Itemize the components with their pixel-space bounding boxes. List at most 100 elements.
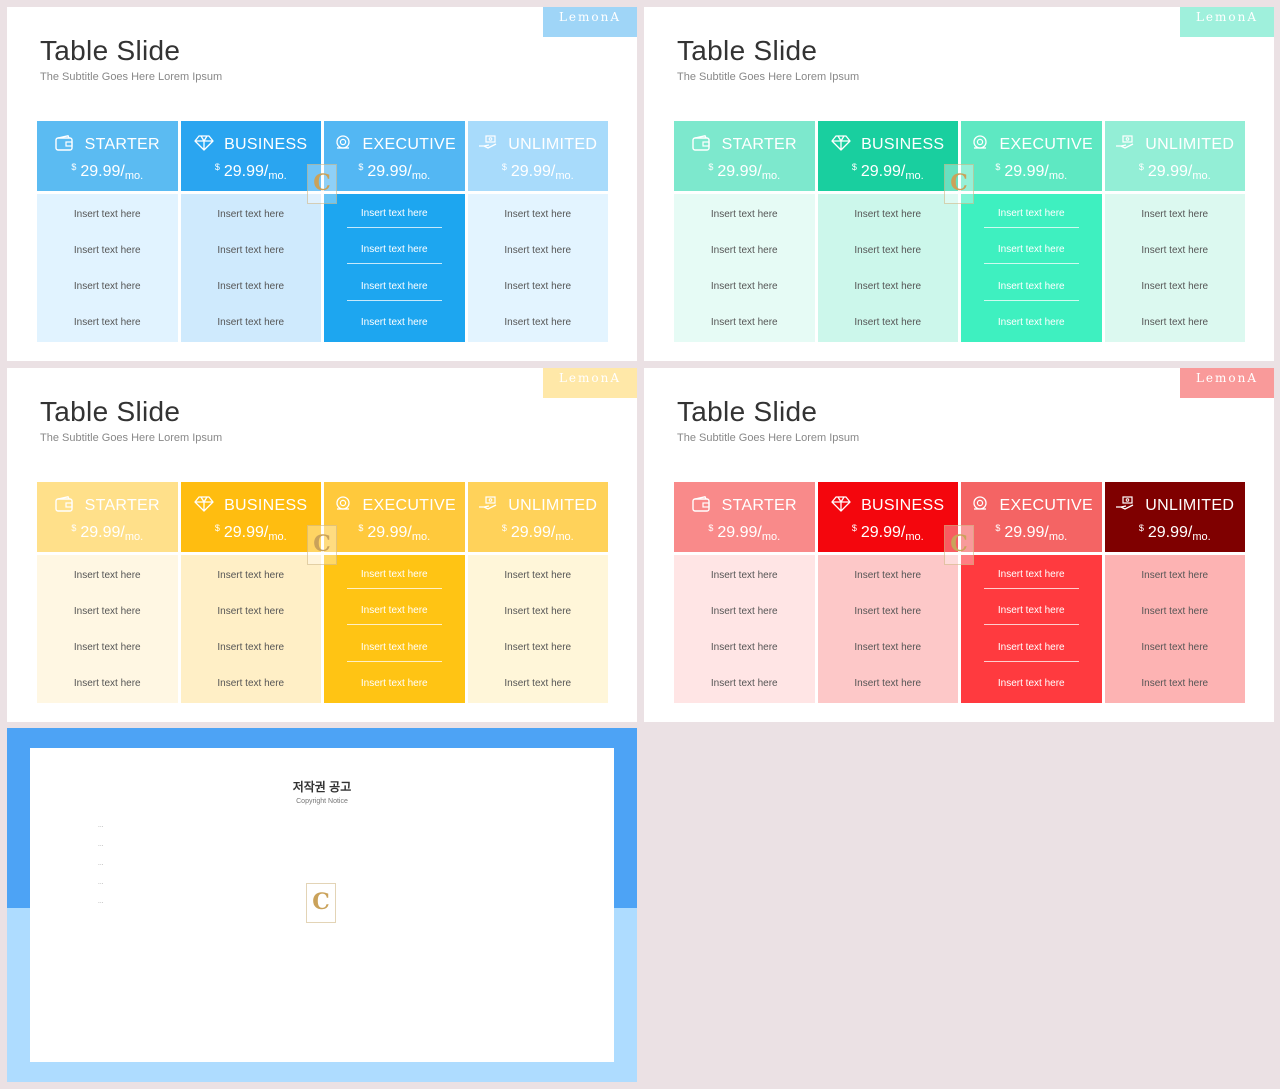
- plan-column-business: BUSINESS $29.99/mo. Insert text here Insert…: [180, 121, 322, 342]
- badge-icon: [333, 496, 363, 514]
- plan-body: Insert text here Insert text here Insert t…: [674, 555, 815, 703]
- price-value: 29.99/: [717, 524, 762, 541]
- plan-header: EXECUTIVE $29.99/mo.: [961, 482, 1102, 552]
- table-slide: LemonA Table Slide The Subtitle Goes Here …: [644, 368, 1274, 722]
- brand-tag: LemonA: [1180, 368, 1274, 398]
- pricing-table: STARTER $29.99/mo. Insert text here Insert …: [37, 121, 608, 342]
- copyright-paragraph: ...: [98, 841, 104, 848]
- plan-name: UNLIMITED: [508, 136, 598, 153]
- plan-name: EXECUTIVE: [362, 497, 456, 514]
- slide-subtitle: The Subtitle Goes Here Lorem Ipsum: [40, 71, 223, 83]
- plan-feature-row: Insert text here: [997, 677, 1065, 689]
- plan-body: Insert text here Insert text here Insert t…: [467, 194, 608, 342]
- plan-header: EXECUTIVE $29.99/mo.: [324, 482, 465, 552]
- copyright-paragraph: ...: [98, 898, 104, 905]
- plan-column-executive: EXECUTIVE $29.99/mo. Insert text here Inser…: [961, 121, 1102, 342]
- plan-price: $29.99/mo.: [181, 162, 322, 182]
- plan-name-row: UNLIMITED: [468, 496, 609, 515]
- plan-name-row: EXECUTIVE: [961, 135, 1102, 154]
- plan-feature-row: Insert text here: [504, 316, 572, 328]
- plan-feature-row: Insert text here: [1141, 641, 1209, 653]
- plan-column-unlimited: UNLIMITED $29.99/mo. Insert text here Inser…: [467, 482, 609, 703]
- price-period: mo.: [268, 531, 287, 543]
- plan-column-unlimited: UNLIMITED $29.99/mo. Insert text here Inser…: [1104, 121, 1245, 342]
- plan-name-row: EXECUTIVE: [324, 496, 465, 515]
- price-value: 29.99/: [1004, 524, 1049, 541]
- slide-title: Table Slide: [677, 35, 818, 66]
- plan-feature-row: Insert text here: [217, 677, 285, 689]
- copyright-paragraph: ...: [98, 860, 104, 867]
- plan-price: $29.99/mo.: [468, 162, 609, 182]
- plan-body: Insert text here Insert text here Insert t…: [467, 555, 608, 703]
- price-period: mo.: [761, 170, 781, 182]
- plan-body: Insert text here Insert text here Insert t…: [674, 194, 815, 342]
- plan-feature-row: Insert text here: [854, 569, 922, 581]
- plan-feature-row: Insert text here: [346, 273, 442, 301]
- plan-price: $29.99/mo.: [961, 162, 1102, 182]
- plan-feature-row: Insert text here: [983, 634, 1079, 662]
- plan-header: EXECUTIVE $29.99/mo.: [324, 121, 465, 191]
- plan-feature-row: Insert text here: [854, 280, 922, 292]
- plan-header: EXECUTIVE $29.99/mo.: [961, 121, 1102, 191]
- plan-name-row: STARTER: [37, 135, 178, 154]
- plan-feature-row: Insert text here: [1141, 280, 1209, 292]
- plan-feature-row: Insert text here: [504, 641, 572, 653]
- price-currency: $: [358, 162, 364, 172]
- plan-feature-row: Insert text here: [504, 244, 572, 256]
- plan-name: STARTER: [721, 497, 797, 514]
- plan-header: UNLIMITED $29.99/mo.: [467, 482, 609, 552]
- price-currency: $: [995, 162, 1001, 172]
- plan-price: $29.99/mo.: [37, 523, 178, 543]
- plan-price: $29.99/mo.: [961, 523, 1102, 543]
- watermark-logo: C: [944, 164, 974, 204]
- price-value: 29.99/: [717, 163, 762, 180]
- plan-feature-row: Insert text here: [504, 280, 572, 292]
- plan-header: BUSINESS $29.99/mo.: [180, 121, 322, 191]
- plan-feature-row: Insert text here: [983, 273, 1079, 301]
- price-currency: $: [358, 523, 364, 533]
- plan-name-row: EXECUTIVE: [324, 135, 465, 154]
- price-value: 29.99/: [223, 163, 269, 180]
- plan-feature-row: Insert text here: [73, 641, 141, 653]
- plan-header: UNLIMITED $29.99/mo.: [1104, 482, 1246, 552]
- price-value: 29.99/: [367, 163, 412, 180]
- plan-header: STARTER $29.99/mo.: [674, 121, 815, 191]
- plan-feature-row: Insert text here: [1141, 208, 1209, 220]
- brand-tag: LemonA: [543, 368, 637, 398]
- plan-feature-row: Insert text here: [1141, 569, 1209, 581]
- plan-name-row: UNLIMITED: [1105, 496, 1246, 515]
- plan-feature-row: Insert text here: [73, 280, 141, 292]
- plan-body: Insert text here Insert text here Insert t…: [961, 194, 1102, 342]
- plan-feature-row: Insert text here: [710, 677, 778, 689]
- plan-name-row: EXECUTIVE: [961, 496, 1102, 515]
- plan-name-row: BUSINESS: [818, 496, 959, 515]
- plan-header: STARTER $29.99/mo.: [37, 482, 178, 552]
- plan-column-business: BUSINESS $29.99/mo. Insert text here Insert…: [817, 121, 958, 342]
- price-currency: $: [851, 523, 857, 533]
- plan-header: BUSINESS $29.99/mo.: [817, 482, 959, 552]
- plan-feature-row: Insert text here: [1141, 677, 1209, 689]
- price-value: 29.99/: [860, 163, 906, 180]
- price-currency: $: [1138, 523, 1144, 533]
- watermark-logo: C: [307, 164, 337, 204]
- plan-price: $29.99/mo.: [468, 523, 609, 543]
- plan-header: UNLIMITED $29.99/mo.: [1104, 121, 1245, 191]
- price-period: mo.: [1192, 531, 1211, 543]
- plan-feature-row: Insert text here: [710, 208, 778, 220]
- price-value: 29.99/: [1004, 163, 1049, 180]
- price-value: 29.99/: [510, 163, 556, 180]
- price-period: mo.: [1048, 170, 1068, 182]
- plan-feature-row: Insert text here: [217, 605, 285, 617]
- price-period: mo.: [124, 170, 144, 182]
- plan-feature-row: Insert text here: [1141, 244, 1209, 256]
- copyright-subtitle: Copyright Notice: [296, 798, 348, 805]
- plan-feature-row: Insert text here: [217, 208, 285, 220]
- plan-feature-row: Insert text here: [710, 605, 778, 617]
- plan-name: EXECUTIVE: [999, 497, 1093, 514]
- wallet-icon: [54, 496, 85, 514]
- diamond-icon: [194, 496, 224, 514]
- plan-header: STARTER $29.99/mo.: [674, 482, 815, 552]
- price-currency: $: [1138, 162, 1144, 172]
- plan-body: Insert text here Insert text here Insert t…: [1104, 194, 1245, 342]
- slide-subtitle: The Subtitle Goes Here Lorem Ipsum: [677, 71, 860, 83]
